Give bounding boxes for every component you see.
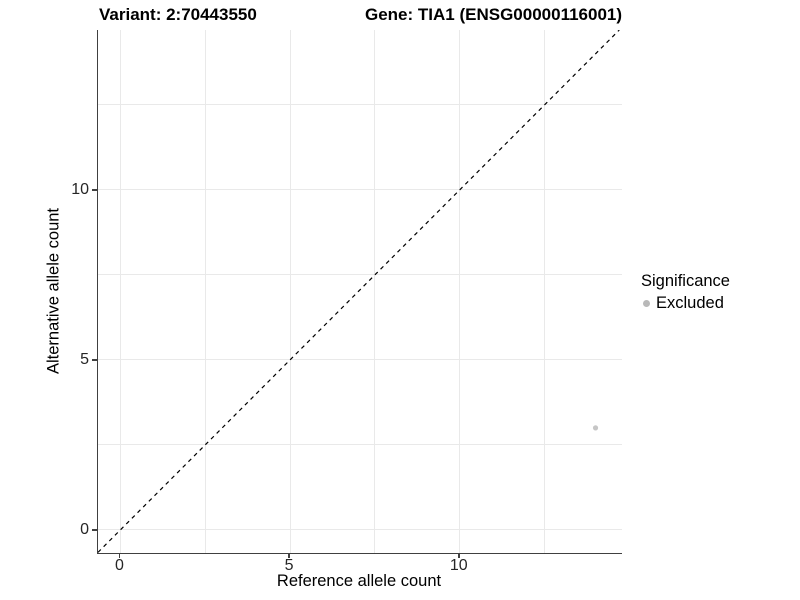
x-tick-mark [118, 553, 121, 558]
legend-item-label: Excluded [656, 294, 724, 312]
plot-svg [98, 30, 620, 553]
x-tick-label: 5 [284, 557, 294, 574]
y-axis-label: Alternative allele count [44, 207, 63, 375]
gridline-horizontal [98, 189, 622, 191]
legend-item: Excluded [641, 294, 730, 313]
gridline-horizontal [98, 274, 622, 276]
gridline-vertical [204, 30, 206, 553]
gridline-vertical [289, 30, 291, 553]
gridline-vertical [119, 30, 121, 553]
y-tick-label: 5 [80, 350, 89, 368]
x-axis-label: Reference allele count [276, 572, 442, 590]
plot-panel [97, 30, 622, 554]
y-tick-mark [91, 529, 97, 531]
y-tick-mark [91, 189, 97, 191]
x-tick-label: 10 [449, 557, 468, 574]
plot-title-gene: Gene: TIA1 (ENSG00000116001) [365, 5, 623, 24]
x-tick-label: 0 [114, 557, 124, 574]
legend-key-dot [643, 300, 650, 307]
legend-title: Significance [641, 272, 730, 290]
y-tick-label: 0 [80, 520, 89, 538]
gridline-vertical [374, 30, 376, 553]
legend: Significance Excluded [641, 272, 730, 313]
y-tick-mark [91, 359, 97, 361]
data-point [592, 425, 599, 431]
identity-line [98, 30, 620, 553]
gridline-vertical [459, 30, 461, 553]
gridline-horizontal [98, 444, 622, 446]
x-tick-mark [458, 553, 460, 558]
gridline-horizontal [98, 529, 622, 531]
plot-title-variant: Variant: 2:70443550 [99, 5, 257, 24]
legend-items: Excluded [641, 294, 730, 313]
gridline-vertical [544, 30, 546, 553]
y-tick-label: 10 [71, 180, 89, 198]
x-tick-mark [288, 553, 290, 558]
gridline-horizontal [98, 104, 622, 106]
gridline-horizontal [98, 359, 622, 361]
